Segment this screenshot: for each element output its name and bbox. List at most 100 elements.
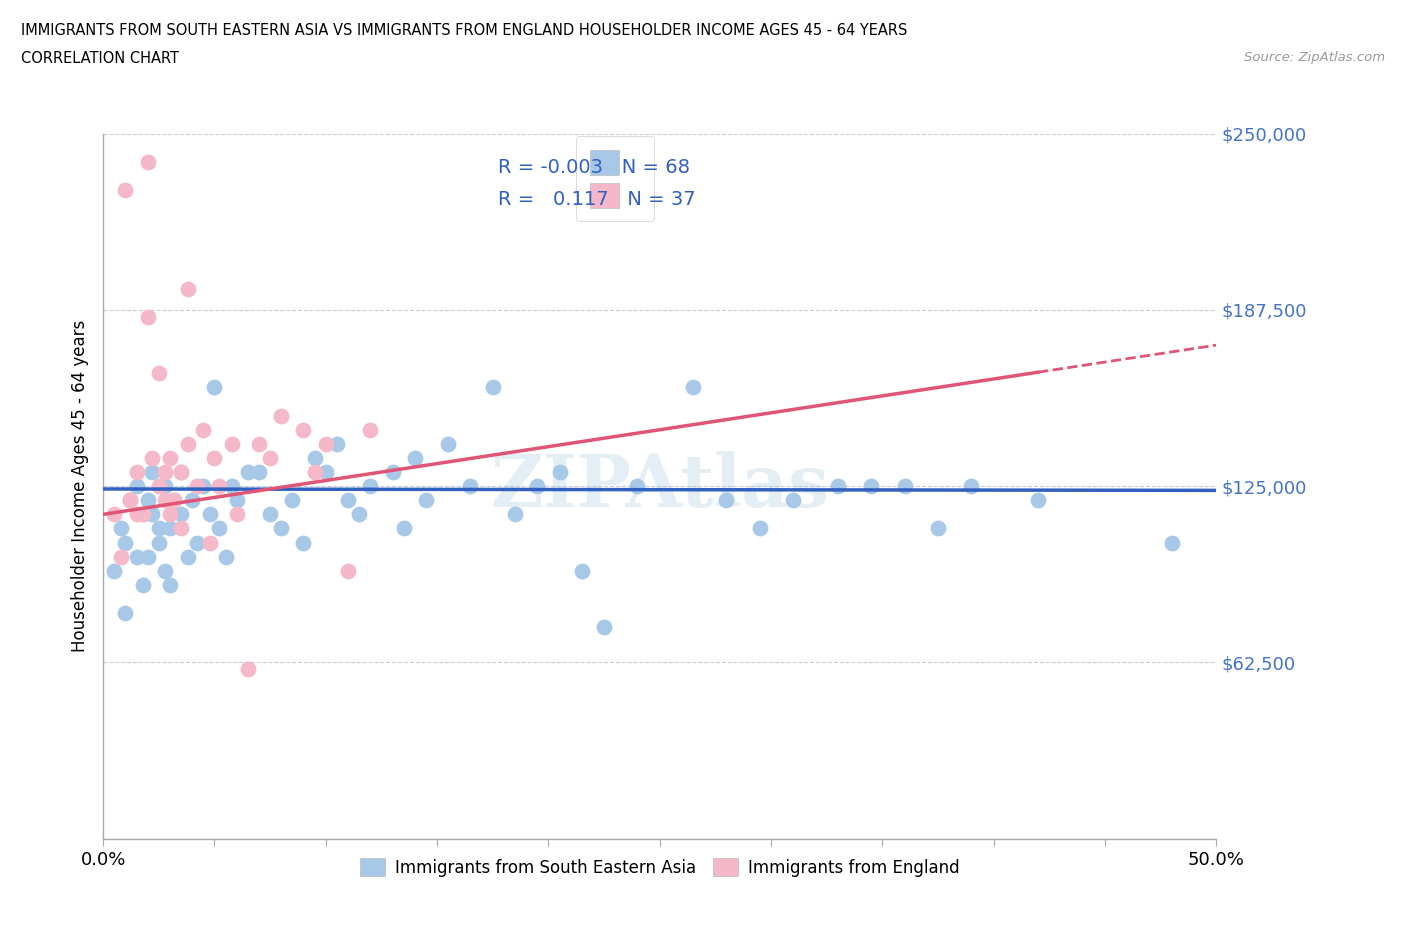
Point — [155, 465, 177, 480]
Point — [170, 465, 193, 480]
Point — [136, 154, 159, 169]
Point — [292, 422, 315, 437]
Point — [170, 507, 193, 522]
Point — [186, 479, 208, 494]
Point — [170, 465, 193, 480]
Point — [526, 479, 548, 494]
Point — [359, 422, 381, 437]
Legend:  ,  : , — [576, 137, 654, 221]
Point — [748, 521, 770, 536]
Point — [259, 450, 281, 465]
Point — [163, 493, 186, 508]
Point — [177, 281, 200, 296]
Text: CORRELATION CHART: CORRELATION CHART — [21, 51, 179, 66]
Text: Source: ZipAtlas.com: Source: ZipAtlas.com — [1244, 51, 1385, 64]
Point — [125, 479, 148, 494]
Point — [132, 507, 155, 522]
Point — [110, 550, 132, 565]
Point — [337, 564, 360, 578]
Point — [118, 493, 141, 508]
Y-axis label: Householder Income Ages 45 - 64 years: Householder Income Ages 45 - 64 years — [72, 320, 89, 652]
Point — [304, 450, 326, 465]
Point — [315, 436, 337, 451]
Point — [225, 493, 247, 508]
Point — [110, 521, 132, 536]
Text: R = -0.003   N = 68: R = -0.003 N = 68 — [498, 158, 690, 178]
Text: IMMIGRANTS FROM SOUTH EASTERN ASIA VS IMMIGRANTS FROM ENGLAND HOUSEHOLDER INCOME: IMMIGRANTS FROM SOUTH EASTERN ASIA VS IM… — [21, 23, 907, 38]
Point — [716, 493, 738, 508]
Point — [247, 436, 270, 451]
Point — [204, 450, 226, 465]
Point — [103, 564, 125, 578]
Point — [415, 493, 437, 508]
Point — [136, 310, 159, 325]
Point — [347, 507, 370, 522]
Point — [159, 578, 181, 592]
Point — [193, 479, 215, 494]
Point — [118, 493, 141, 508]
Point — [359, 479, 381, 494]
Point — [392, 521, 415, 536]
Point — [460, 479, 482, 494]
Point — [236, 465, 259, 480]
Point — [155, 479, 177, 494]
Point — [125, 465, 148, 480]
Point — [204, 380, 226, 395]
Point — [827, 479, 849, 494]
Point — [159, 521, 181, 536]
Point — [198, 507, 221, 522]
Point — [214, 550, 236, 565]
Point — [208, 479, 231, 494]
Point — [221, 436, 243, 451]
Point — [571, 564, 593, 578]
Point — [381, 465, 404, 480]
Point — [155, 564, 177, 578]
Point — [326, 436, 349, 451]
Point — [782, 493, 804, 508]
Point — [626, 479, 648, 494]
Point — [148, 479, 170, 494]
Point — [270, 408, 292, 423]
Point — [236, 662, 259, 677]
Point — [893, 479, 915, 494]
Point — [141, 450, 163, 465]
Point — [304, 465, 326, 480]
Point — [159, 450, 181, 465]
Point — [960, 479, 983, 494]
Point — [503, 507, 526, 522]
Text: R =   0.117   N = 37: R = 0.117 N = 37 — [498, 190, 696, 209]
Point — [132, 578, 155, 592]
Point — [136, 493, 159, 508]
Point — [927, 521, 949, 536]
Point — [132, 507, 155, 522]
Text: ZIPAtlas: ZIPAtlas — [491, 451, 830, 522]
Point — [141, 465, 163, 480]
Point — [337, 493, 360, 508]
Point — [1160, 535, 1182, 550]
Point — [1026, 493, 1049, 508]
Point — [270, 521, 292, 536]
Point — [198, 535, 221, 550]
Point — [177, 436, 200, 451]
Point — [114, 605, 136, 620]
Point — [193, 422, 215, 437]
Point — [186, 535, 208, 550]
Point — [170, 521, 193, 536]
Point — [155, 493, 177, 508]
Point — [125, 550, 148, 565]
Point — [682, 380, 704, 395]
Point — [148, 365, 170, 380]
Point — [860, 479, 883, 494]
Point — [159, 507, 181, 522]
Point — [141, 507, 163, 522]
Point — [593, 619, 616, 634]
Point — [163, 493, 186, 508]
Point — [181, 493, 204, 508]
Point — [208, 521, 231, 536]
Point — [125, 507, 148, 522]
Point — [136, 550, 159, 565]
Point — [148, 535, 170, 550]
Point — [247, 465, 270, 480]
Point — [315, 465, 337, 480]
Point — [114, 535, 136, 550]
